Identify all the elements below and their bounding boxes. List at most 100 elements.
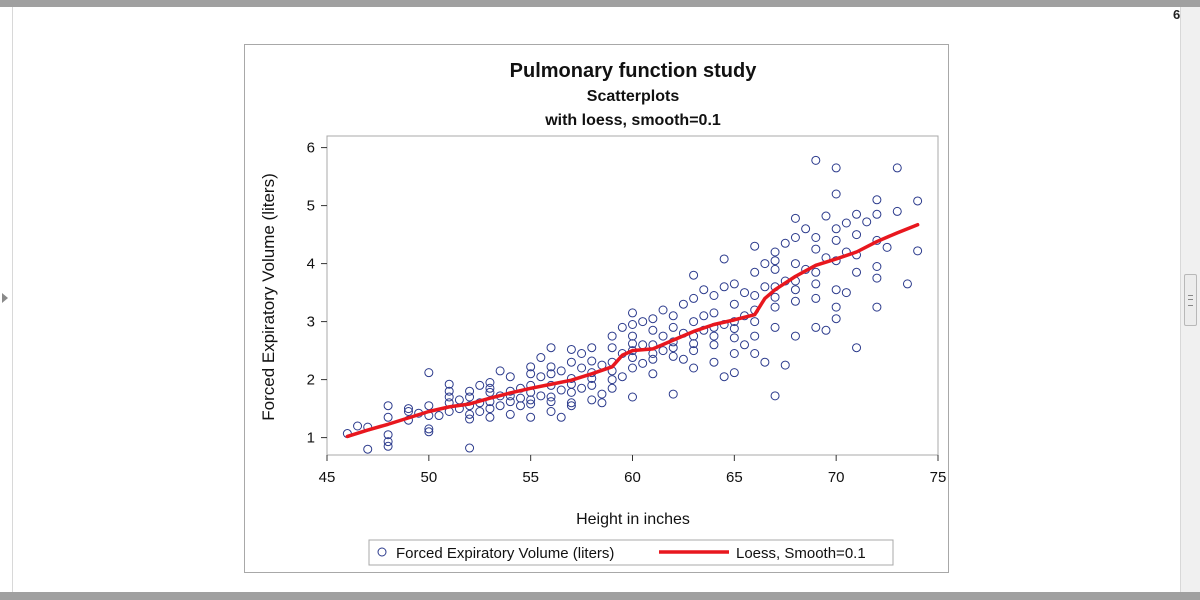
x-tick-label-45: 45 [319,469,336,486]
data-point [628,339,637,349]
data-point [740,288,750,298]
data-point [383,430,393,440]
legend-label-scatter: Forced Expiratory Volume (liters) [396,545,614,562]
data-point [465,386,475,396]
scrollbar-thumb[interactable] [1184,274,1197,326]
data-point [882,242,892,252]
data-point [556,385,566,395]
data-point [821,211,831,221]
data-point [831,235,841,245]
data-point [709,340,719,350]
data-point [526,399,536,409]
data-point [628,392,637,402]
data-point [546,369,556,379]
data-point [831,189,841,199]
data-point [913,196,923,206]
data-point [607,375,617,385]
data-point [811,267,821,277]
data-point [852,267,862,277]
data-point [790,233,800,242]
data-point [383,441,393,451]
data-point [790,259,800,269]
data-point [750,267,760,277]
data-point [638,340,648,350]
scatter-chart: Pulmonary function study Scatterplots wi… [259,60,946,566]
data-point [729,349,739,358]
data-point [658,346,668,356]
y-tick-label-5: 5 [307,198,315,215]
data-point [485,378,495,387]
data-point [628,331,637,341]
chart-frame: Pulmonary function study Scatterplots wi… [244,44,949,573]
data-point [770,322,780,332]
legend-box [368,539,894,566]
data-point [821,325,831,335]
data-point [628,353,637,363]
bottom-border [0,592,1200,600]
data-point [913,246,923,256]
data-point [811,244,821,254]
data-point [383,437,393,447]
data-point [566,357,576,367]
data-point [353,421,363,431]
data-point [628,363,637,373]
data-point [729,324,739,334]
x-tick-label-65: 65 [726,469,743,486]
data-point [750,331,760,341]
data-point [465,443,475,453]
y-tick-label-2: 2 [307,372,315,389]
data-point [587,395,597,405]
chart-subtitle-2: with loess, smooth=0.1 [544,112,721,129]
data-point [790,213,800,223]
data-point [495,401,505,411]
data-point [760,259,770,269]
data-point [852,230,862,240]
data-point [424,427,434,437]
plot-area [326,135,939,456]
data-point [770,302,780,312]
data-point [872,262,882,271]
data-point [648,369,658,379]
data-point [872,195,882,205]
data-point [536,391,546,401]
data-point [658,305,668,315]
data-point [566,344,576,354]
data-point [750,291,760,300]
data-point [546,343,556,353]
data-point [617,372,627,382]
data-point [892,206,902,216]
data-point [485,412,495,422]
data-point [526,412,536,422]
data-point [424,424,434,434]
data-point [648,354,658,364]
data-point [729,299,739,309]
data-point [668,389,678,399]
data-point [475,407,485,416]
data-point [729,368,739,378]
grip-icon [1188,295,1193,306]
expand-panel-arrow-icon[interactable] [2,293,8,303]
data-point [750,317,760,327]
page-number: 6 [1173,7,1181,22]
data-point [587,380,597,390]
data-point [831,224,841,234]
data-point [638,317,648,327]
data-point [505,397,515,407]
legend-scatter-marker [377,547,387,557]
data-point [515,401,525,411]
data-point [566,401,576,411]
data-point [465,409,475,419]
data-point [729,279,739,289]
data-point [546,407,556,416]
data-point [485,383,495,393]
data-point [852,343,862,353]
data-point [760,282,770,292]
data-point [505,372,515,382]
y-axis-label: Forced Expiratory Volume (liters) [259,173,278,421]
data-point [811,233,821,242]
x-tick-label-55: 55 [522,469,539,486]
data-point [780,360,790,370]
data-point [648,325,658,335]
data-point [526,362,536,372]
data-point [648,314,658,324]
